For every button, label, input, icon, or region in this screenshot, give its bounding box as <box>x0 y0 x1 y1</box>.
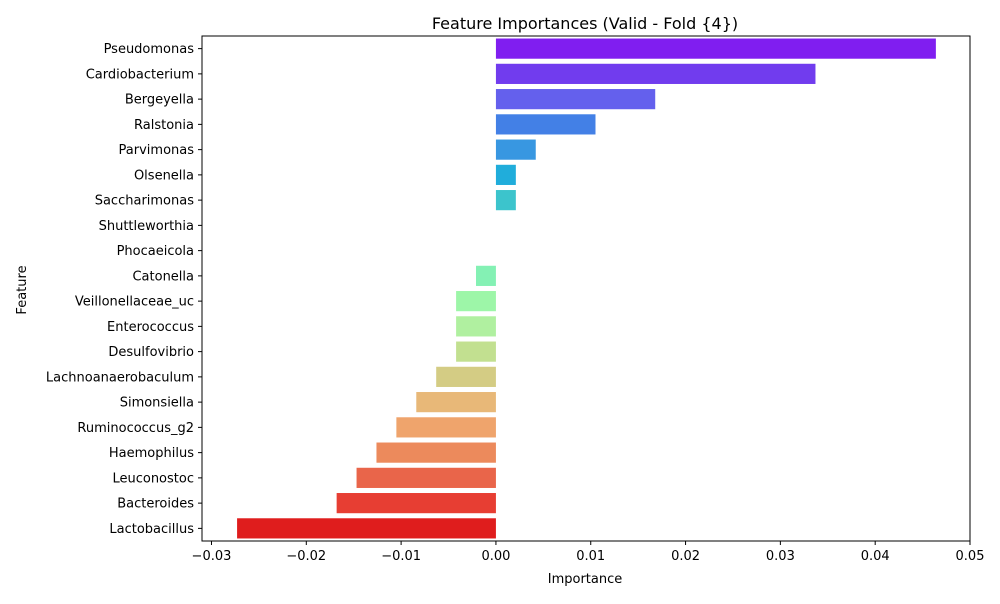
bar-parvimonas <box>495 139 536 160</box>
y-tick-label: Olsenella <box>134 168 194 183</box>
x-tick-label: 0.03 <box>766 549 795 564</box>
x-tick-label: 0.04 <box>861 549 890 564</box>
y-tick-label: Pseudomonas <box>104 42 195 57</box>
x-tick-label: −0.02 <box>286 549 326 564</box>
bar-lactobacillus <box>237 518 496 539</box>
bar-cardiobacterium <box>495 63 816 84</box>
x-tick-label: 0.05 <box>956 549 985 564</box>
bar-veillonellaceae-uc <box>456 291 496 312</box>
y-tick-label: Desulfovibrio <box>108 345 194 360</box>
y-tick-label: Lachnoanaerobaculum <box>46 370 194 385</box>
y-tick-label: Ruminococcus_g2 <box>77 421 194 436</box>
y-axis-label: Feature <box>15 265 30 314</box>
y-tick-label: Bergeyella <box>125 93 194 108</box>
chart-title: Feature Importances (Valid - Fold {4}) <box>432 14 738 33</box>
bar-bacteroides <box>336 493 496 514</box>
x-tick-label: −0.01 <box>381 549 421 564</box>
y-tick-label: Leuconostoc <box>112 471 194 486</box>
bars-group <box>237 38 936 539</box>
y-tick-label: Bacteroides <box>117 497 194 512</box>
plot-frame <box>201 35 971 542</box>
x-tick-label: 0.01 <box>576 549 605 564</box>
bar-lachnoanaerobaculum <box>436 366 496 387</box>
bar-saccharimonas <box>495 190 516 211</box>
y-tick-label: Simonsiella <box>120 396 194 411</box>
bar-simonsiella <box>416 392 496 413</box>
y-tick-label: Lactobacillus <box>109 522 194 537</box>
x-tick-label: 0.02 <box>671 549 700 564</box>
bar-ralstonia <box>495 114 596 135</box>
x-tick-label: 0.00 <box>481 549 510 564</box>
bar-pseudomonas <box>495 38 936 59</box>
x-axis-label: Importance <box>548 572 623 587</box>
bar-haemophilus <box>376 442 496 463</box>
y-tick-label: Shuttleworthia <box>99 219 194 234</box>
y-tick-label: Cardiobacterium <box>86 67 194 82</box>
x-tick-label: −0.03 <box>192 549 232 564</box>
y-tick-label: Catonella <box>132 269 194 284</box>
bar-catonella <box>476 265 496 286</box>
bar-enterococcus <box>456 316 496 337</box>
x-ticks-group: −0.03 −0.02 −0.01 0.00 0.01 0.02 0.03 0.04 0.05 <box>192 541 985 564</box>
bar-desulfovibrio <box>456 341 496 362</box>
y-tick-label: Ralstonia <box>134 118 194 133</box>
bar-ruminococcus-g2 <box>396 417 496 438</box>
bar-olsenella <box>495 164 516 185</box>
bar-leuconostoc <box>356 467 496 488</box>
y-tick-label: Veillonellaceae_uc <box>75 295 194 310</box>
y-tick-label: Phocaeicola <box>117 244 194 259</box>
bar-bergeyella <box>495 89 656 110</box>
y-ticks-group: Pseudomonas Cardiobacterium Bergeyella Rals… <box>46 42 202 537</box>
y-tick-label: Saccharimonas <box>95 194 194 209</box>
y-tick-label: Haemophilus <box>109 446 194 461</box>
y-tick-label: Enterococcus <box>107 320 194 335</box>
y-tick-label: Parvimonas <box>119 143 195 158</box>
